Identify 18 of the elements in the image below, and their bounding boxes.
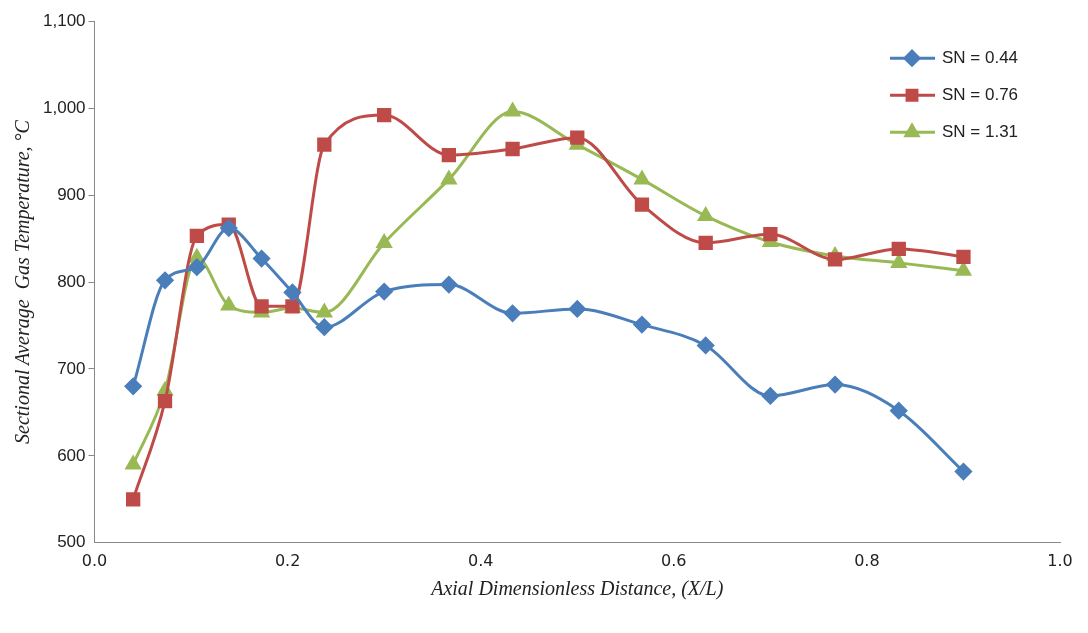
- y-tick-label: 700: [57, 358, 86, 378]
- y-tick-label: 1,100: [42, 10, 86, 30]
- x-axis-title: Axial Dimensionless Distance, (X/L): [429, 577, 724, 601]
- y-tick-label: 600: [57, 445, 86, 465]
- y-tick-label: 1,000: [42, 97, 86, 117]
- legend-label: SN = 0.44: [942, 47, 1019, 67]
- x-tick-label: 0.2: [274, 550, 301, 570]
- x-tick-label: 0.4: [468, 550, 494, 570]
- y-tick-label: 500: [57, 532, 86, 552]
- y-tick-label: 900: [57, 184, 86, 204]
- x-tick-label: 1.0: [1047, 550, 1073, 570]
- legend-label: SN = 1.31: [942, 121, 1019, 141]
- x-tick-label: 0.0: [81, 550, 108, 570]
- x-tick-label: 0.6: [661, 550, 687, 570]
- legend-label: SN = 0.76: [942, 84, 1019, 104]
- y-tick-label: 800: [57, 271, 86, 291]
- y-axis-title: Sectional Average Gas Temperature, °C: [11, 119, 35, 444]
- x-tick-label: 0.8: [854, 550, 880, 570]
